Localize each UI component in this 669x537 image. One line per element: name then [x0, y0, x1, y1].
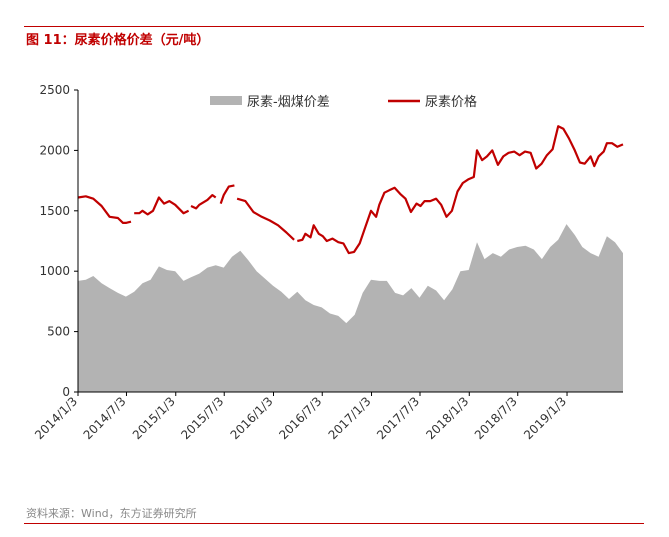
price-line-series	[77, 125, 624, 255]
price-line-segment	[190, 194, 217, 210]
top-rule	[24, 26, 644, 27]
price-line-segment	[77, 195, 132, 224]
price-line-segment	[134, 196, 190, 216]
x-tick-label: 2014/7/3	[81, 394, 129, 442]
y-tick-label: 0	[62, 385, 70, 399]
x-tick-label: 2017/7/3	[374, 394, 422, 442]
x-tick-label: 2014/1/3	[32, 394, 80, 442]
figure-title: 图 11：尿素价格价差（元/吨）	[26, 33, 210, 48]
x-tick-label: 2015/1/3	[130, 394, 178, 442]
x-tick-label: 2019/1/3	[521, 394, 569, 442]
x-tick-label: 2016/1/3	[228, 394, 276, 442]
price-line-segment	[219, 184, 235, 204]
x-tick-label: 2015/7/3	[178, 394, 226, 442]
source-note: 资料来源：Wind，东方证券研究所	[26, 507, 197, 520]
x-tick-label: 2017/1/3	[326, 394, 374, 442]
x-tick-label: 2018/1/3	[423, 394, 471, 442]
y-tick-label: 2000	[39, 143, 70, 157]
bottom-rule	[24, 523, 644, 524]
spread-area-series	[78, 224, 623, 392]
price-line-segment	[297, 125, 624, 255]
y-tick-label: 500	[47, 325, 70, 339]
legend-label-spread: 尿素-烟煤价差	[247, 95, 330, 110]
x-tick-label: 2016/7/3	[276, 394, 324, 442]
legend-swatch-spread	[210, 96, 242, 105]
legend: 尿素-烟煤价差 尿素价格	[210, 94, 477, 110]
legend-label-price: 尿素价格	[425, 94, 477, 110]
y-tick-label: 1000	[39, 264, 70, 278]
x-tick-label: 2018/7/3	[472, 394, 520, 442]
y-tick-label: 1500	[39, 204, 70, 218]
price-line-segment	[236, 197, 295, 241]
spread-area	[78, 224, 623, 392]
y-tick-label: 2500	[39, 83, 70, 97]
